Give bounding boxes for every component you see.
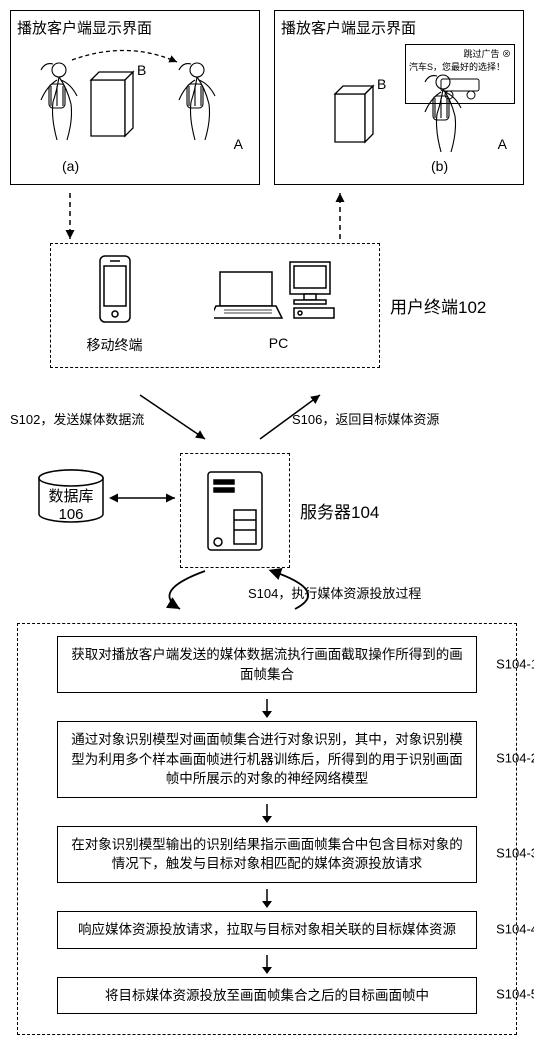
pc-terminal: PC — [214, 252, 344, 351]
s106-label: S106，返回目标媒体资源 — [292, 409, 439, 428]
box-b-a — [89, 70, 135, 141]
person-a-left — [27, 60, 82, 145]
ad-skip[interactable]: 跳过广告 ⊗ — [409, 47, 511, 60]
arrow-4-5 — [28, 955, 506, 975]
label-b-b: B — [377, 76, 386, 92]
box-b-b — [333, 84, 375, 147]
phone-icon — [90, 252, 140, 330]
user-terminal-box: 移动终端 PC — [50, 243, 380, 368]
step-2-id: S104-2 — [496, 750, 534, 769]
process-box: 获取对播放客户端发送的媒体数据流执行画面截取操作所得到的画面帧集合 S104-1… — [17, 623, 517, 1035]
pc-label: PC — [214, 335, 344, 351]
step-3-id: S104-3 — [496, 845, 534, 864]
step-2-text: 通过对象识别模型对画面帧集合进行对象识别，其中，对象识别模型为利用多个样本画面帧… — [71, 732, 463, 786]
label-a-b: A — [498, 136, 507, 152]
ad-car-icon — [409, 77, 511, 103]
step-5-text: 将目标媒体资源投放至画面帧集合之后的目标画面帧中 — [105, 988, 429, 1003]
label-a-a: A — [234, 136, 243, 152]
server-icon — [202, 466, 268, 556]
step-3-text: 在对象识别模型输出的识别结果指示画面帧集合中包含目标对象的情况下，触发与目标对象… — [71, 837, 463, 872]
ad-text: 汽车S，您最好的选择！ — [409, 60, 511, 73]
server-label: 服务器104 — [300, 498, 379, 523]
step-1-id: S104-1 — [496, 655, 534, 674]
panel-b-content: 跳过广告 ⊗ 汽车S，您最好的选择！ B A (b) — [281, 42, 517, 172]
sub-b: (b) — [431, 158, 448, 174]
step-4-text: 响应媒体资源投放请求，拉取与目标对象相关联的目标媒体资源 — [78, 922, 456, 937]
top-to-terminal-arrows — [10, 189, 524, 249]
step-3: 在对象识别模型输出的识别结果指示画面帧集合中包含目标对象的情况下，触发与目标对象… — [57, 826, 477, 883]
person-a-right — [165, 60, 220, 145]
label-b-a: B — [137, 62, 146, 78]
step-4: 响应媒体资源投放请求，拉取与目标对象相关联的目标媒体资源 S104-4 — [57, 911, 477, 949]
step-2: 通过对象识别模型对画面帧集合进行对象识别，其中，对象识别模型为利用多个样本画面帧… — [57, 721, 477, 798]
s102-label: S102，发送媒体数据流 — [10, 409, 144, 428]
terminal-side-label: 用户终端102 — [390, 293, 486, 318]
panel-a-content: B A (a) — [17, 42, 253, 172]
server-box — [180, 453, 290, 568]
s104-label: S104，执行媒体资源投放过程 — [248, 583, 421, 602]
database: 数据库 106 — [35, 468, 107, 567]
db-name: 数据库 — [35, 485, 107, 506]
panel-a: 播放客户端显示界面 — [10, 10, 260, 185]
step-4-id: S104-4 — [496, 920, 534, 939]
sub-a: (a) — [62, 158, 79, 174]
panel-a-title: 播放客户端显示界面 — [17, 17, 253, 38]
ad-overlay: 跳过广告 ⊗ 汽车S，您最好的选择！ — [405, 44, 515, 104]
step-1-text: 获取对播放客户端发送的媒体数据流执行画面截取操作所得到的画面帧集合 — [71, 647, 463, 682]
arrow-2-3 — [28, 804, 506, 824]
db-id: 106 — [35, 506, 107, 523]
panel-b-title: 播放客户端显示界面 — [281, 17, 517, 38]
step-5-id: S104-5 — [496, 986, 534, 1005]
arrow-3-4 — [28, 889, 506, 909]
pc-icon — [214, 252, 344, 330]
arrow-1-2 — [28, 699, 506, 719]
panel-b: 播放客户端显示界面 跳过广告 ⊗ 汽车S，您最 — [274, 10, 524, 185]
step-1: 获取对播放客户端发送的媒体数据流执行画面截取操作所得到的画面帧集合 S104-1 — [57, 636, 477, 693]
mobile-label: 移动终端 — [87, 335, 143, 355]
mobile-terminal: 移动终端 — [87, 252, 143, 355]
step-5: 将目标媒体资源投放至画面帧集合之后的目标画面帧中 S104-5 — [57, 977, 477, 1015]
